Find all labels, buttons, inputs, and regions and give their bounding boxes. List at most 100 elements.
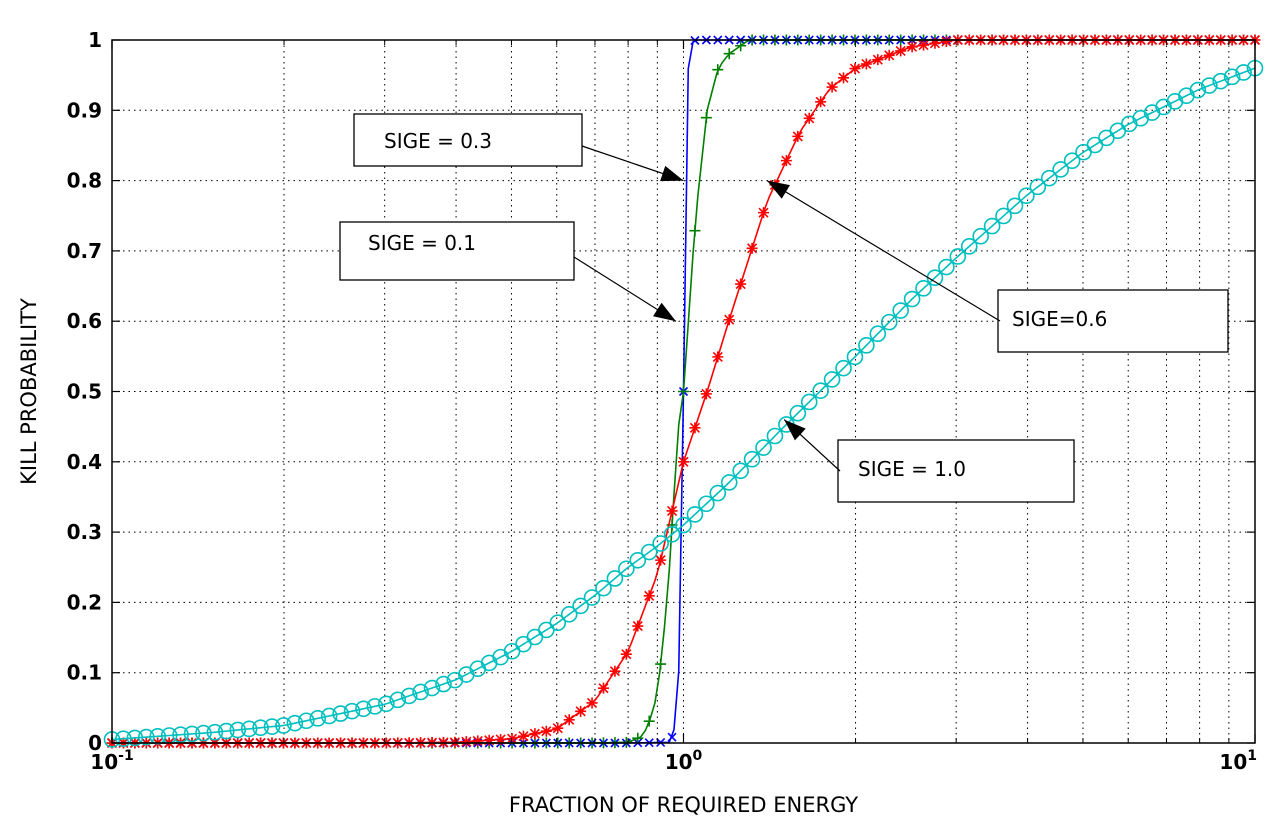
series-marker	[883, 49, 895, 61]
series-marker	[632, 620, 644, 632]
annotation-box	[339, 221, 575, 281]
series-marker	[540, 725, 552, 737]
series-marker	[678, 386, 689, 397]
series-marker	[915, 280, 932, 297]
series-marker	[872, 54, 884, 66]
series-marker	[506, 733, 518, 745]
series-marker	[149, 727, 167, 745]
annotation-2: SIGE = 0.1	[339, 221, 677, 322]
series-marker	[563, 714, 575, 726]
series-marker	[1040, 169, 1058, 187]
series-marker	[652, 535, 669, 552]
series-marker	[949, 248, 967, 265]
series-marker	[723, 48, 735, 60]
series-marker	[880, 313, 898, 331]
y-tick-label: 0.9	[67, 98, 102, 122]
series-marker	[183, 725, 201, 743]
series-marker	[746, 242, 758, 254]
series-marker	[640, 543, 658, 561]
series-marker	[766, 427, 784, 445]
series-marker	[698, 495, 715, 513]
series-marker	[632, 732, 644, 744]
series-marker	[860, 58, 872, 70]
series-marker	[435, 675, 452, 693]
series-marker	[1063, 152, 1081, 170]
y-tick-label: 0.1	[67, 661, 102, 685]
ticks: 0 0.1 0.2 0.3 0.4 0.5 0.6 0.7 0.8 0.9 1 10-1 100 101	[67, 28, 1257, 774]
series-marker	[972, 227, 989, 245]
series-marker	[275, 717, 292, 734]
series-marker	[655, 658, 667, 670]
annotation-4: SIGE = 1.0	[783, 419, 1075, 503]
series-marker	[663, 525, 681, 543]
series-marker	[903, 290, 921, 308]
annotation-arrow-line	[766, 180, 1001, 322]
series-marker	[309, 710, 327, 727]
series-marker	[378, 695, 395, 713]
series-marker	[609, 665, 621, 677]
series-marker	[643, 590, 655, 602]
series-marker	[1200, 77, 1218, 94]
y-tick-label: 0.8	[67, 169, 102, 193]
annotation-3: SIGE=0.6	[766, 180, 1229, 353]
annotation-text: SIGE=0.6	[1012, 307, 1107, 331]
series-marker	[343, 702, 361, 720]
series-marker	[758, 207, 770, 219]
x-axis-label: FRACTION OF REQUIRED ENERGY	[509, 793, 858, 817]
series-marker	[735, 278, 747, 290]
series-marker	[895, 45, 907, 57]
series-marker	[929, 37, 941, 49]
series-marker	[1018, 187, 1035, 205]
series-marker	[366, 698, 384, 715]
series-marker	[892, 302, 909, 319]
series-marker	[700, 112, 712, 124]
y-tick-label: 0.6	[67, 309, 102, 333]
series-marker	[720, 474, 738, 491]
series-marker	[472, 735, 484, 747]
series-marker	[823, 371, 841, 388]
series-marker	[586, 697, 598, 709]
series-marker	[137, 728, 155, 746]
series-marker	[549, 614, 567, 632]
series-marker	[643, 715, 655, 727]
series-marker	[552, 722, 564, 734]
series-marker	[938, 258, 955, 276]
series-marker	[495, 733, 507, 745]
series-marker	[689, 225, 701, 237]
series-marker	[712, 64, 724, 76]
annotation-box	[997, 289, 1229, 353]
series-marker	[240, 720, 258, 738]
series-marker	[618, 560, 635, 578]
series-marker	[678, 456, 689, 468]
series-marker	[1029, 178, 1047, 196]
series-marker	[252, 719, 269, 737]
series-marker	[835, 359, 852, 377]
series-marker	[780, 155, 792, 167]
annotation-box	[837, 439, 1075, 503]
annotation-arrow-head	[653, 302, 676, 322]
y-tick-label: 0	[88, 731, 102, 755]
series-marker	[583, 589, 601, 606]
series-marker	[195, 724, 212, 742]
series-marker	[666, 505, 678, 517]
series-marker	[846, 348, 864, 366]
series-marker	[906, 41, 918, 53]
series-marker	[689, 422, 701, 434]
series-marker	[575, 705, 587, 717]
series-marker	[655, 554, 667, 566]
series-marker	[869, 325, 887, 343]
series-marker	[597, 682, 609, 694]
series-marker	[1052, 161, 1069, 178]
annotation-arrow-head	[767, 180, 790, 199]
series-marker	[940, 36, 952, 48]
series-marker	[709, 484, 727, 502]
series-marker	[675, 516, 692, 534]
x-tick-label: 10-1	[90, 748, 133, 774]
series-marker	[983, 217, 1001, 235]
series-4	[103, 59, 1264, 748]
series-marker	[460, 736, 472, 748]
annotation-text: SIGE = 0.3	[384, 129, 492, 153]
series-marker	[826, 81, 838, 93]
